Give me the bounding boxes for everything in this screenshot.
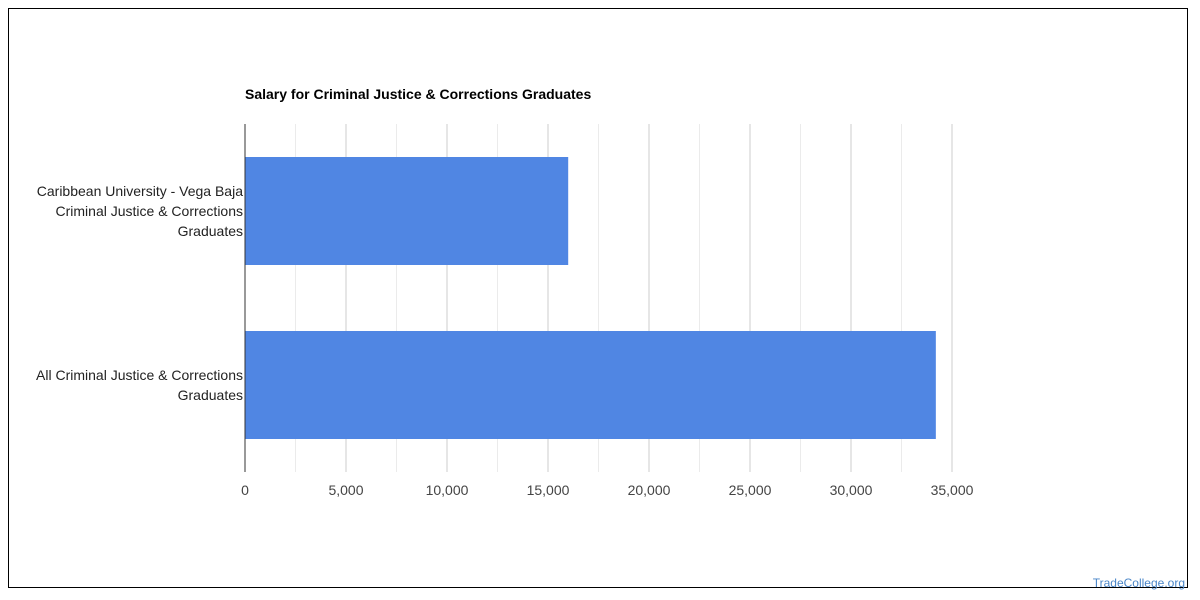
x-tick-label: 35,000	[931, 482, 974, 498]
bars	[245, 157, 936, 439]
category-label-line: Caribbean University - Vega Baja	[36, 183, 243, 199]
x-tick-label: 10,000	[426, 482, 469, 498]
category-label: Caribbean University - Vega Baja Criminal…	[37, 181, 243, 241]
category-label-line: Criminal Justice & Corrections	[55, 203, 244, 219]
category-label-line: Graduates	[177, 387, 243, 403]
bar-0	[245, 157, 569, 265]
x-axis-ticks: 0 5,000 10,000 15,000 20,000 25,000 30,000 35,0…	[241, 482, 974, 498]
chart-title: Salary for Criminal Justice & Correction…	[245, 86, 592, 102]
x-tick-label: 25,000	[729, 482, 772, 498]
x-tick-label: 30,000	[830, 482, 873, 498]
watermark: TradeCollege.org	[1092, 576, 1185, 590]
x-tick-label: 15,000	[527, 482, 570, 498]
category-label-line: Graduates	[177, 223, 243, 239]
x-tick-label: 20,000	[628, 482, 671, 498]
category-label-line: All Criminal Justice & Corrections	[36, 367, 243, 383]
x-tick-label: 0	[241, 482, 249, 498]
category-label: All Criminal Justice & Corrections Gradua…	[36, 365, 243, 405]
bar-1	[245, 331, 936, 439]
x-tick-label: 5,000	[328, 482, 363, 498]
